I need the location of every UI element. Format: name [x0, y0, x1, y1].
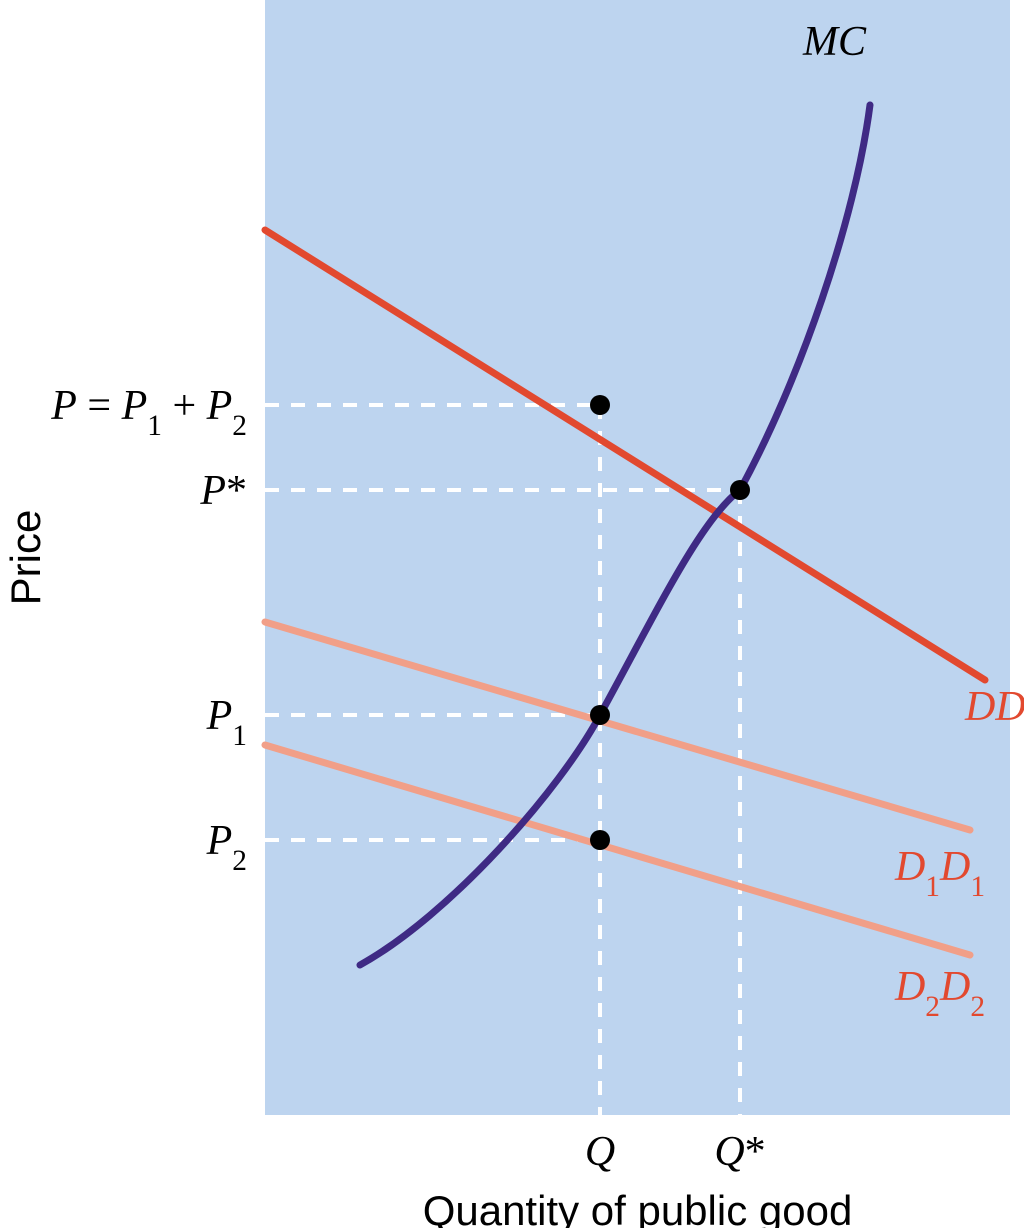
x-tick-Qstar: Q* — [714, 1129, 765, 1175]
x-tick-Q: Q — [585, 1129, 615, 1175]
x-axis-title: Quantity of public good — [423, 1187, 853, 1228]
mc-label: MC — [802, 19, 867, 65]
y-tick-Pstar: P* — [199, 468, 247, 514]
y-tick-P1: P1 — [206, 693, 247, 752]
intersection-point — [590, 395, 610, 415]
y-tick-P2: P2 — [206, 818, 247, 877]
y-axis-title: Price — [2, 510, 49, 606]
y-tick-P_sum: P = P1 + P2 — [50, 383, 247, 442]
intersection-point — [590, 830, 610, 850]
dd-label: DD — [964, 684, 1024, 730]
chart-svg: MCDDD1D1D2D2P = P1 + P2P*P1P2QQ*Quantity… — [0, 0, 1024, 1228]
intersection-point — [730, 480, 750, 500]
intersection-point — [590, 705, 610, 725]
plot-background — [265, 0, 1010, 1115]
public-good-chart: MCDDD1D1D2D2P = P1 + P2P*P1P2QQ*Quantity… — [0, 0, 1024, 1228]
